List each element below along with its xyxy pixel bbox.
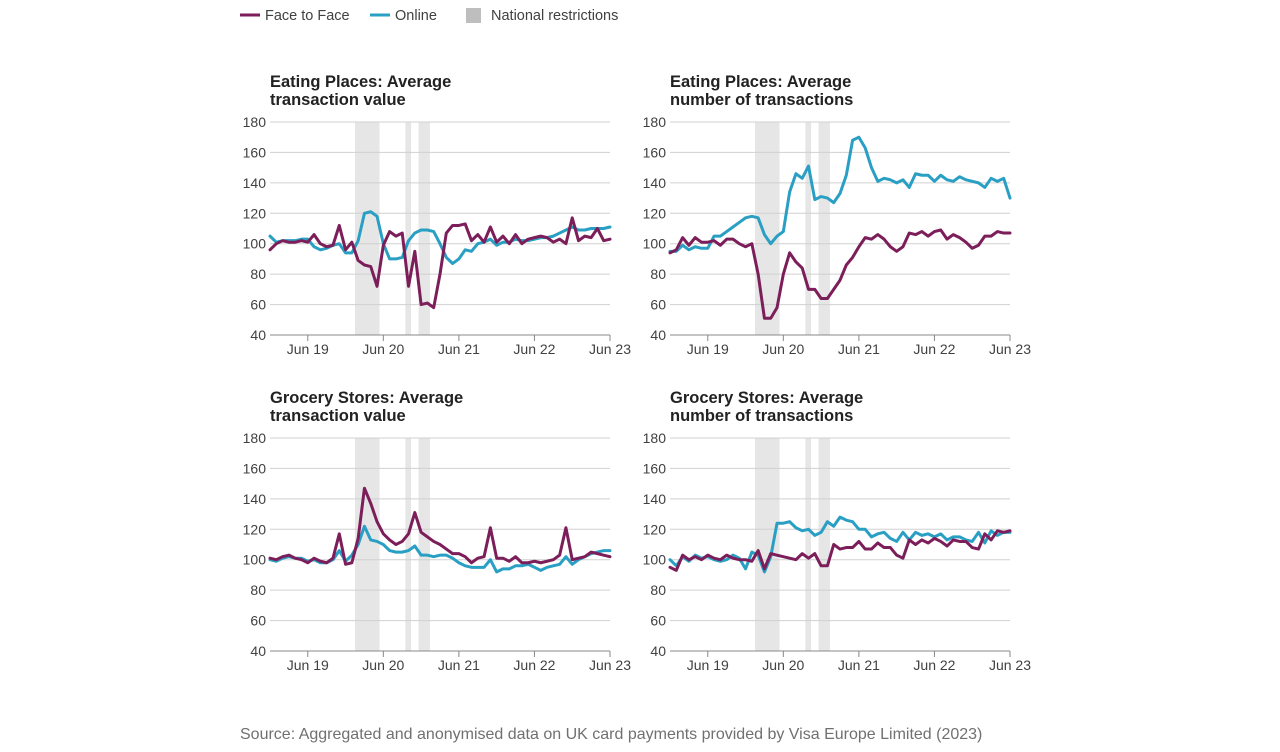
y-tick-label: 160 bbox=[243, 144, 267, 160]
chart-title: transaction value bbox=[270, 407, 406, 425]
legend-label: Face to Face bbox=[265, 8, 350, 24]
x-tick-label: Jun 19 bbox=[687, 341, 729, 357]
chart-title: Grocery Stores: Average bbox=[270, 389, 463, 407]
legend-label: Online bbox=[395, 8, 437, 24]
chart-title: transaction value bbox=[270, 91, 406, 109]
restriction-band bbox=[405, 438, 412, 651]
x-tick-label: Jun 19 bbox=[687, 657, 729, 673]
y-tick-label: 180 bbox=[643, 430, 667, 446]
series-line-face-to-face bbox=[268, 216, 612, 310]
restriction-band bbox=[818, 122, 830, 335]
chart-title: number of transactions bbox=[670, 91, 853, 109]
x-tick-label: Jun 23 bbox=[589, 341, 631, 357]
source-note: Source: Aggregated and anonymised data o… bbox=[240, 726, 982, 743]
y-tick-label: 100 bbox=[643, 236, 667, 252]
restriction-band bbox=[755, 438, 780, 651]
y-tick-label: 60 bbox=[250, 297, 266, 313]
chart-title: Eating Places: Average bbox=[670, 73, 851, 91]
y-tick-label: 100 bbox=[243, 552, 267, 568]
restriction-band bbox=[805, 122, 812, 335]
series-line-online bbox=[668, 515, 1012, 574]
x-tick-label: Jun 20 bbox=[762, 657, 804, 673]
y-tick-label: 80 bbox=[250, 266, 266, 282]
x-tick-label: Jun 19 bbox=[287, 341, 329, 357]
y-tick-label: 180 bbox=[243, 114, 267, 130]
y-tick-label: 140 bbox=[643, 175, 667, 191]
series-line-face-to-face bbox=[268, 486, 612, 566]
series-line-online bbox=[668, 135, 1012, 253]
y-tick-label: 180 bbox=[243, 430, 267, 446]
y-tick-label: 120 bbox=[243, 205, 267, 221]
restriction-band bbox=[755, 122, 780, 335]
legend-item: National restrictions bbox=[466, 8, 618, 24]
restriction-band bbox=[418, 122, 430, 335]
series-line-online bbox=[268, 524, 612, 574]
y-tick-label: 120 bbox=[643, 521, 667, 537]
restriction-band bbox=[418, 438, 430, 651]
restriction-band bbox=[355, 122, 380, 335]
x-tick-label: Jun 21 bbox=[438, 341, 480, 357]
legend-item: Online bbox=[370, 8, 437, 24]
x-tick-label: Jun 20 bbox=[362, 657, 404, 673]
x-tick-label: Jun 22 bbox=[513, 341, 555, 357]
x-tick-label: Jun 23 bbox=[989, 341, 1031, 357]
chart-title: Grocery Stores: Average bbox=[670, 389, 863, 407]
y-tick-label: 60 bbox=[650, 297, 666, 313]
chart-title: Eating Places: Average bbox=[270, 73, 451, 91]
restriction-band bbox=[805, 438, 812, 651]
y-tick-label: 40 bbox=[650, 327, 666, 343]
x-tick-label: Jun 21 bbox=[838, 657, 880, 673]
y-tick-label: 100 bbox=[643, 552, 667, 568]
y-tick-label: 160 bbox=[643, 144, 667, 160]
y-tick-label: 40 bbox=[650, 643, 666, 659]
restriction-band bbox=[405, 122, 412, 335]
x-tick-label: Jun 20 bbox=[362, 341, 404, 357]
y-tick-label: 40 bbox=[250, 327, 266, 343]
restriction-band bbox=[818, 438, 830, 651]
legend-swatch bbox=[466, 8, 481, 23]
y-tick-label: 100 bbox=[243, 236, 267, 252]
x-tick-label: Jun 23 bbox=[989, 657, 1031, 673]
x-tick-label: Jun 22 bbox=[913, 657, 955, 673]
y-tick-label: 40 bbox=[250, 643, 266, 659]
legend-item: Face to Face bbox=[240, 8, 350, 24]
y-tick-label: 140 bbox=[643, 491, 667, 507]
y-tick-label: 60 bbox=[250, 613, 266, 629]
x-tick-label: Jun 21 bbox=[838, 341, 880, 357]
chart-title: number of transactions bbox=[670, 407, 853, 425]
x-tick-label: Jun 23 bbox=[589, 657, 631, 673]
series-line-face-to-face bbox=[668, 228, 1012, 320]
y-tick-label: 80 bbox=[650, 266, 666, 282]
y-tick-label: 60 bbox=[650, 613, 666, 629]
y-tick-label: 140 bbox=[243, 175, 267, 191]
y-tick-label: 120 bbox=[643, 205, 667, 221]
y-tick-label: 180 bbox=[643, 114, 667, 130]
x-tick-label: Jun 20 bbox=[762, 341, 804, 357]
series-line-online bbox=[268, 210, 612, 265]
y-tick-label: 80 bbox=[250, 582, 266, 598]
y-tick-label: 160 bbox=[243, 460, 267, 476]
y-tick-label: 80 bbox=[650, 582, 666, 598]
series-line-face-to-face bbox=[668, 529, 1012, 572]
y-tick-label: 140 bbox=[243, 491, 267, 507]
y-tick-label: 120 bbox=[243, 521, 267, 537]
x-tick-label: Jun 22 bbox=[913, 341, 955, 357]
legend: Face to Face Online National restrictions bbox=[240, 8, 618, 24]
y-tick-label: 160 bbox=[643, 460, 667, 476]
x-tick-label: Jun 19 bbox=[287, 657, 329, 673]
x-tick-label: Jun 21 bbox=[438, 657, 480, 673]
x-tick-label: Jun 22 bbox=[513, 657, 555, 673]
legend-label: National restrictions bbox=[491, 8, 618, 24]
